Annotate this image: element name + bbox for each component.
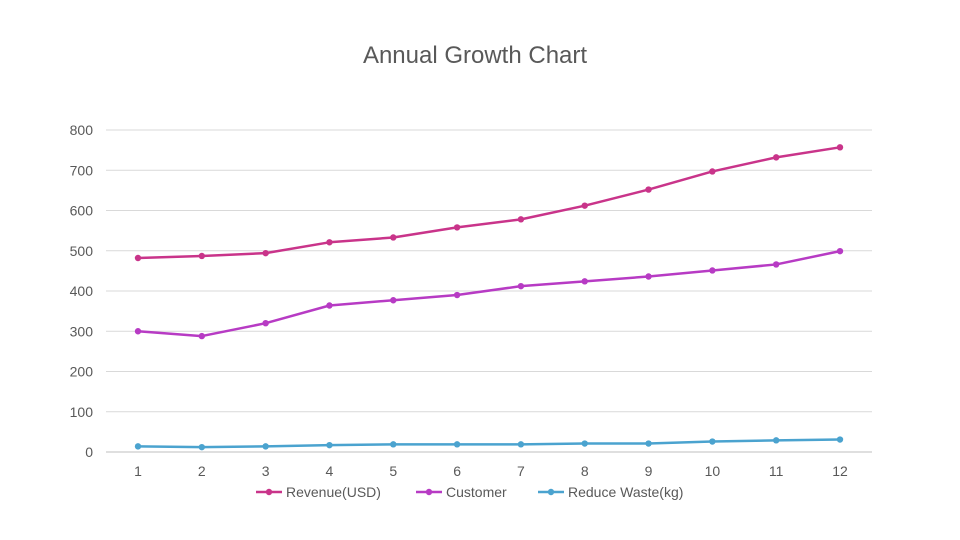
x-tick-label: 9 <box>645 463 653 479</box>
data-point <box>262 443 269 450</box>
legend-label: Customer <box>446 484 507 500</box>
data-point <box>198 443 206 451</box>
x-tick-label: 3 <box>262 463 270 479</box>
legend-marker <box>425 488 433 496</box>
data-point <box>198 332 206 340</box>
data-point <box>517 216 525 223</box>
x-tick-label: 2 <box>198 463 206 479</box>
data-point <box>709 438 716 445</box>
data-point <box>326 302 333 309</box>
x-tick-label: 12 <box>832 463 848 479</box>
data-point <box>581 202 588 209</box>
series-line-1 <box>136 249 842 338</box>
x-tick-label: 10 <box>705 463 721 479</box>
data-point <box>134 254 142 262</box>
data-point <box>517 282 525 290</box>
y-tick-label: 600 <box>70 203 94 219</box>
data-point <box>836 144 844 151</box>
legend-marker <box>547 488 555 496</box>
legend-label: Revenue(USD) <box>286 484 381 500</box>
x-tick-label: 7 <box>517 463 525 479</box>
x-tick-label: 1 <box>134 463 142 479</box>
data-point <box>453 441 461 448</box>
data-point <box>326 239 333 246</box>
data-point <box>390 441 397 448</box>
data-point <box>836 247 844 255</box>
data-point <box>709 267 716 274</box>
x-tick-label: 11 <box>769 463 784 479</box>
x-tick-label: 8 <box>581 463 589 479</box>
data-point <box>709 168 716 175</box>
y-tick-label: 700 <box>70 162 94 178</box>
x-tick-label: 6 <box>453 463 461 479</box>
y-tick-label: 300 <box>70 323 94 339</box>
series-line-0 <box>136 146 842 260</box>
y-tick-label: 200 <box>70 364 94 380</box>
data-point <box>645 186 652 193</box>
y-tick-label: 800 <box>70 122 94 138</box>
legend-marker <box>265 488 273 496</box>
y-tick-label: 500 <box>70 243 94 259</box>
legend-label: Reduce Waste(kg) <box>568 484 683 500</box>
data-point <box>262 249 269 257</box>
series-line-2 <box>136 438 842 449</box>
x-tick-label: 5 <box>389 463 397 479</box>
y-tick-label: 100 <box>70 404 94 420</box>
y-tick-label: 400 <box>70 283 94 299</box>
data-point <box>645 440 652 447</box>
data-point <box>390 297 397 304</box>
data-point <box>581 440 588 447</box>
data-point <box>772 154 780 161</box>
data-point <box>262 320 269 327</box>
chart-title: Annual Growth Chart <box>362 42 588 69</box>
data-point <box>134 328 142 335</box>
data-point <box>772 261 780 268</box>
data-point <box>517 441 525 448</box>
y-tick-label: 0 <box>85 444 93 460</box>
data-point <box>390 234 397 241</box>
data-point <box>326 441 333 449</box>
data-point <box>645 273 652 280</box>
data-point <box>453 291 461 299</box>
data-point <box>772 437 780 444</box>
data-point <box>134 443 142 450</box>
data-point <box>836 436 844 443</box>
data-point <box>198 252 206 260</box>
x-tick-label: 4 <box>326 463 334 479</box>
data-point <box>581 278 588 285</box>
data-point <box>453 224 461 231</box>
